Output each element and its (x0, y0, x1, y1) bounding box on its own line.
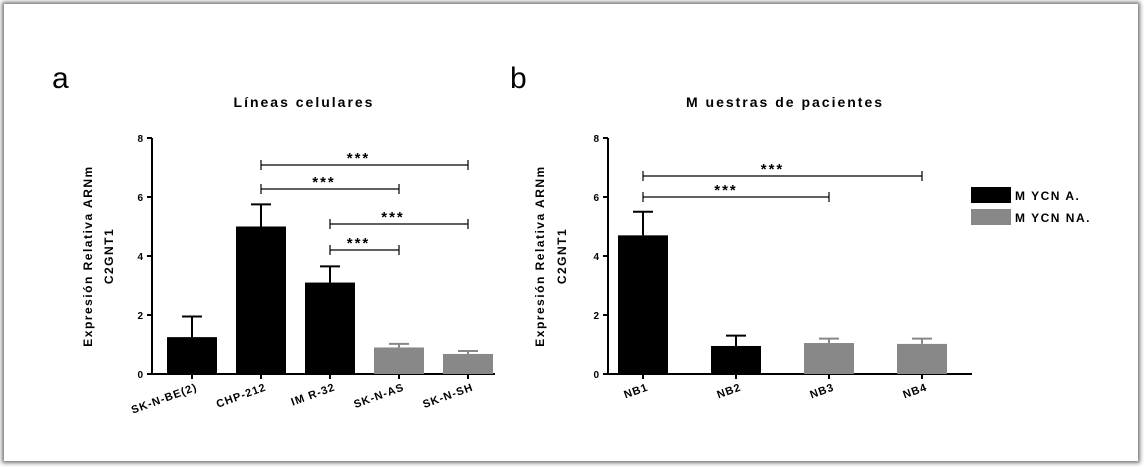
y-tick-label: 0 (137, 370, 143, 381)
x-tick-label: SK-N-AS (352, 382, 406, 411)
bar (443, 353, 493, 374)
y-tick-label: 8 (137, 134, 143, 145)
y-tick-label: 8 (593, 134, 599, 145)
y-axis-label-gene: C2GNT1 (102, 228, 116, 284)
y-tick-label: 0 (593, 370, 599, 381)
bar (305, 282, 355, 374)
bar (236, 226, 286, 374)
y-axis-label-gene: C2GNT1 (555, 228, 569, 284)
significance-label: *** (347, 150, 371, 167)
y-tick-label: 2 (593, 311, 599, 322)
figure-frame: a b Líneas celulares Expresión Relativa A… (4, 4, 1138, 461)
x-tick-label: IM R-32 (290, 382, 337, 409)
chart-b: M uestras de pacientes Expresión Relativa… (533, 94, 972, 401)
x-tick-label: CHP-212 (215, 382, 268, 411)
significance-label: *** (347, 235, 371, 252)
chart-a: Líneas celulares Expresión Relativa ARNm C… (81, 94, 495, 417)
bar (897, 343, 947, 374)
y-tick-label: 4 (593, 252, 599, 263)
significance-label: *** (761, 161, 785, 178)
y-tick-label: 4 (137, 252, 143, 263)
y-tick-label: 6 (137, 193, 143, 204)
bar (711, 345, 761, 374)
significance-label: *** (381, 209, 405, 226)
legend-label: M YCN NA. (1015, 211, 1091, 225)
significance-label: *** (312, 174, 336, 191)
x-tick-label: NB2 (715, 382, 743, 402)
x-tick-label: SK-N-SH (421, 382, 475, 411)
bar (374, 347, 424, 374)
chart-title: M uestras de pacientes (686, 94, 884, 110)
chart-title: Líneas celulares (234, 94, 375, 110)
legend: M YCN A. M YCN NA. (971, 187, 1091, 225)
legend-swatch (971, 209, 1011, 225)
legend-swatch (971, 187, 1011, 203)
legend-label: M YCN A. (1015, 189, 1080, 203)
y-axis-label: Expresión Relativa ARNm (533, 165, 547, 346)
x-tick-label: NB1 (622, 382, 650, 402)
x-tick-label: NB3 (808, 382, 836, 402)
panel-b-letter: b (510, 62, 527, 95)
bar (167, 337, 217, 374)
y-tick-label: 6 (593, 193, 599, 204)
x-tick-label: NB4 (901, 382, 929, 402)
figure-canvas: a b Líneas celulares Expresión Relativa A… (52, 62, 1091, 417)
bar (618, 235, 668, 374)
panel-a-letter: a (52, 62, 69, 95)
bar (804, 343, 854, 374)
significance-label: *** (714, 182, 738, 199)
y-axis-label: Expresión Relativa ARNm (81, 165, 95, 346)
y-tick-label: 2 (137, 311, 143, 322)
x-tick-label: SK-N-BE(2) (130, 382, 199, 417)
